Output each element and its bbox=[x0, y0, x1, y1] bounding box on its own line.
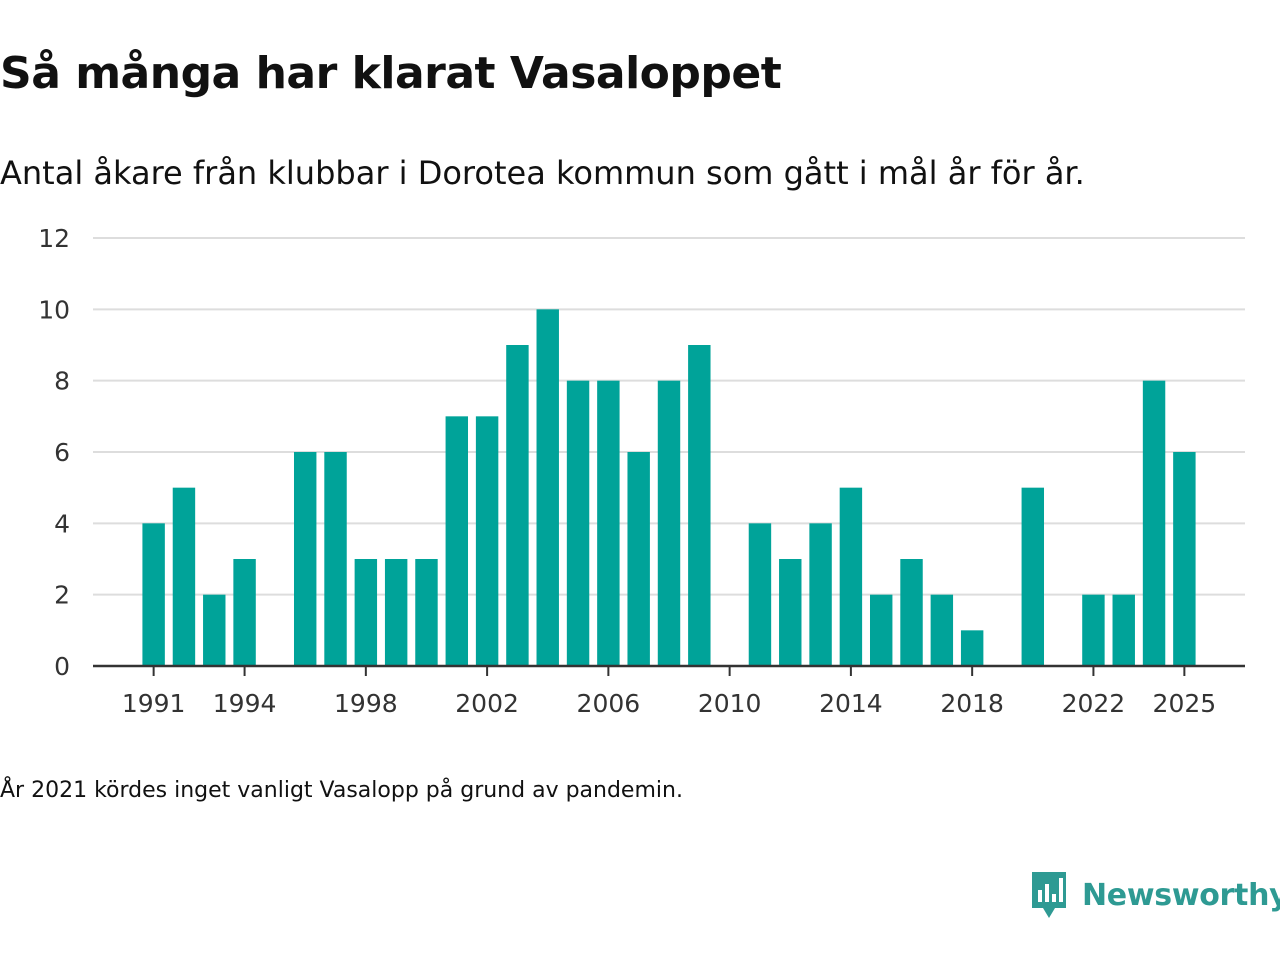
bar-2001 bbox=[445, 416, 469, 666]
bar-2016 bbox=[900, 559, 923, 666]
bar-1996 bbox=[293, 452, 317, 666]
axes: 0 2 4 6 8 10 12 1991 1994 1998 2002 2006 2010 2014 201… bbox=[38, 224, 1245, 718]
newsworthy-logo-icon bbox=[1032, 872, 1066, 918]
x-tick-label-2018: 2018 bbox=[940, 689, 1004, 718]
bar-2023 bbox=[1112, 594, 1135, 666]
brand-logo[interactable]: Newsworthy bbox=[1030, 870, 1280, 920]
bar-2007 bbox=[627, 452, 650, 666]
y-tick-label-12: 12 bbox=[38, 224, 70, 253]
bar-2020 bbox=[1021, 487, 1045, 666]
bar-1993 bbox=[203, 594, 226, 666]
brand-name: Newsworthy bbox=[1082, 877, 1280, 913]
bar-1997 bbox=[324, 452, 347, 666]
bars bbox=[142, 309, 1196, 666]
bar-2022 bbox=[1082, 594, 1105, 666]
bar-2002 bbox=[475, 416, 499, 666]
bar-2012 bbox=[779, 559, 802, 666]
bar-2004 bbox=[536, 309, 559, 666]
bar-1992 bbox=[172, 487, 196, 666]
chart-title: Så många har klarat Vasaloppet bbox=[0, 48, 782, 99]
bar-2006 bbox=[597, 380, 620, 666]
bar-2025 bbox=[1173, 452, 1196, 666]
y-tick-label-0: 0 bbox=[54, 652, 70, 681]
bar-2011 bbox=[748, 523, 772, 666]
bar-2003 bbox=[506, 345, 529, 666]
y-tick-label-10: 10 bbox=[38, 295, 70, 324]
bar-2017 bbox=[930, 594, 954, 666]
x-tick-label-2014: 2014 bbox=[819, 689, 883, 718]
x-tick-label-1998: 1998 bbox=[334, 689, 398, 718]
footnote: År 2021 kördes inget vanligt Vasalopp på… bbox=[0, 778, 683, 803]
x-tick-label-2010: 2010 bbox=[698, 689, 762, 718]
bar-1994 bbox=[233, 559, 256, 666]
x-tick-label-2006: 2006 bbox=[577, 689, 641, 718]
bar-1998 bbox=[354, 559, 378, 666]
x-tick-label-2002: 2002 bbox=[455, 689, 519, 718]
y-tick-label-8: 8 bbox=[54, 367, 70, 396]
x-tick-label-1991: 1991 bbox=[122, 689, 186, 718]
bar-2009 bbox=[688, 345, 711, 666]
bar-2008 bbox=[657, 380, 681, 666]
y-tick-label-2: 2 bbox=[54, 581, 70, 610]
bar-2018 bbox=[960, 630, 984, 666]
bar-2013 bbox=[809, 523, 832, 666]
y-tick-label-4: 4 bbox=[54, 509, 70, 538]
bar-1999 bbox=[384, 559, 408, 666]
x-tick-label-2022: 2022 bbox=[1062, 689, 1126, 718]
x-tick-label-2025: 2025 bbox=[1153, 689, 1217, 718]
x-tick-label-1994: 1994 bbox=[213, 689, 277, 718]
bar-2014 bbox=[839, 487, 863, 666]
bar-2015 bbox=[869, 594, 893, 666]
bar-2000 bbox=[415, 559, 438, 666]
bar-2005 bbox=[566, 380, 590, 666]
chart-subtitle: Antal åkare från klubbar i Dorotea kommu… bbox=[0, 154, 1085, 192]
y-tick-label-6: 6 bbox=[54, 438, 70, 467]
bar-2024 bbox=[1142, 380, 1166, 666]
bar-1991 bbox=[142, 523, 165, 666]
